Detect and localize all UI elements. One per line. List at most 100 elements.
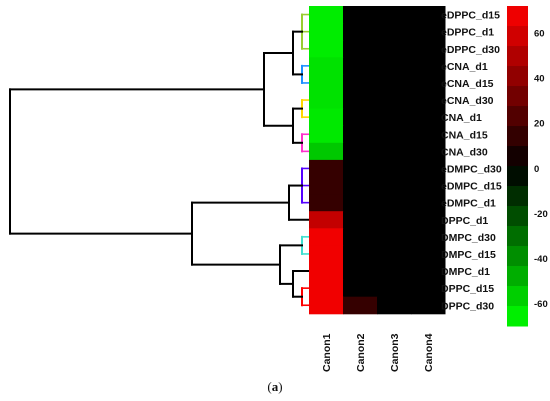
dendrogram [9, 13, 310, 307]
heatmap-cell [309, 125, 344, 144]
heatmap-cell [377, 57, 412, 75]
heatmap-cell [309, 6, 344, 24]
heatmap-cell [411, 108, 446, 127]
heatmap-cell [309, 40, 344, 58]
heatmap-cell [377, 245, 412, 263]
row-label: DPPC_d1 [441, 215, 488, 227]
colorbar-segment [507, 86, 528, 107]
heatmap-cell [343, 142, 378, 161]
heatmap-cell [343, 40, 378, 58]
heatmap-cell [343, 194, 378, 212]
row-label: DMPC_d1 [441, 266, 490, 278]
colorbar-segment [507, 6, 528, 27]
heatmap-cell [377, 279, 412, 298]
heatmap-cell [309, 262, 344, 281]
heatmap-cell [411, 23, 446, 41]
heatmap-cells [309, 6, 446, 315]
heatmap-cell [411, 57, 446, 75]
column-labels: Canon1 Canon2 Canon3 Canon4 [321, 333, 435, 372]
heatmap-cell [411, 125, 446, 144]
colorbar-segment [507, 26, 528, 47]
heatmap-cell [309, 91, 344, 110]
row-label: eDMPC_d30 [441, 163, 502, 175]
caption-letter: a [271, 379, 279, 394]
heatmap-cell [411, 262, 446, 281]
row-label: CNA_d1 [441, 112, 482, 124]
heatmap-cell [377, 211, 412, 229]
heatmap-cell [377, 194, 412, 212]
row-labels: eDPPC_d15 eDPPC_d1 eDPPC_d30 eCNA_d1 eCNA_d1… [441, 10, 502, 313]
heatmap-cell [309, 142, 344, 161]
column-label: Canon3 [389, 333, 401, 372]
row-label: eCNA_d30 [441, 95, 494, 107]
heatmap-cell [411, 245, 446, 263]
colorbar-segment [507, 186, 528, 207]
heatmap-cell [411, 40, 446, 58]
row-label: eDMPC_d1 [441, 198, 496, 210]
row-label: eDMPC_d15 [441, 181, 502, 193]
heatmap-cell [343, 23, 378, 41]
heatmap-cell [309, 23, 344, 41]
colorbar-tick-label: -40 [534, 254, 548, 265]
row-label: eCNA_d1 [441, 61, 488, 73]
heatmap-cell [411, 194, 446, 212]
heatmap-cell [309, 194, 344, 212]
heatmap-cell [343, 108, 378, 127]
heatmap-cell [411, 6, 446, 24]
heatmap-cell [411, 74, 446, 92]
heatmap-cell [309, 245, 344, 263]
heatmap-cell [309, 279, 344, 298]
heatmap-cell [343, 228, 378, 246]
heatmap-cell [309, 57, 344, 75]
heatmap-cell [411, 211, 446, 229]
heatmap-cell [343, 125, 378, 144]
colorbar-segment [507, 306, 528, 327]
figure-caption: (a) [267, 379, 283, 394]
row-label: eDPPC_d30 [441, 44, 500, 56]
heatmap-cell [377, 91, 412, 110]
row-label: eDPPC_d15 [441, 10, 500, 22]
heatmap-cell [343, 159, 378, 178]
heatmap-cell [343, 262, 378, 281]
heatmap-cell [309, 108, 344, 127]
row-label: DPPC_d30 [441, 300, 494, 312]
colorbar-tick-label: 0 [534, 164, 539, 175]
heatmap-cell [411, 177, 446, 195]
heatmap-cell [343, 57, 378, 75]
heatmap-cell [343, 245, 378, 263]
heatmap-cell [377, 74, 412, 92]
heatmap-cell [411, 228, 446, 246]
column-label: Canon1 [321, 333, 333, 372]
row-label: eDPPC_d1 [441, 27, 494, 39]
colorbar-segment [507, 286, 528, 307]
colorbar-segment [507, 46, 528, 67]
heatmap-cell [343, 279, 378, 298]
colorbar-segment [507, 146, 528, 167]
row-label: eCNA_d15 [441, 78, 494, 90]
column-label: Canon2 [355, 333, 367, 372]
heatmap-cell [377, 23, 412, 41]
heatmap-cell [377, 296, 412, 315]
heatmap-cell [309, 211, 344, 229]
heatmap-cell [377, 6, 412, 24]
heatmap-cell [377, 262, 412, 281]
heatmap-cell [377, 108, 412, 127]
colorbar-segment [507, 66, 528, 87]
row-label: DMPC_d15 [441, 249, 496, 261]
row-label: DMPC_d30 [441, 232, 496, 244]
heatmap-cell [377, 125, 412, 144]
colorbar-tick-label: -20 [534, 209, 548, 220]
heatmap-cell [343, 6, 378, 24]
heatmap-cell [343, 296, 378, 315]
heatmap-cell [309, 296, 344, 315]
colorbar: 60 40 20 0 -20 -40 -60 [507, 6, 548, 327]
row-label: CNA_d30 [441, 146, 488, 158]
heatmap-cell [377, 228, 412, 246]
colorbar-tick-label: 60 [534, 29, 545, 40]
heatmap-cell [343, 91, 378, 110]
heatmap-cell [309, 228, 344, 246]
heatmap-cell [411, 142, 446, 161]
colorbar-tick-label: -60 [534, 299, 548, 310]
row-label: CNA_d15 [441, 129, 488, 141]
